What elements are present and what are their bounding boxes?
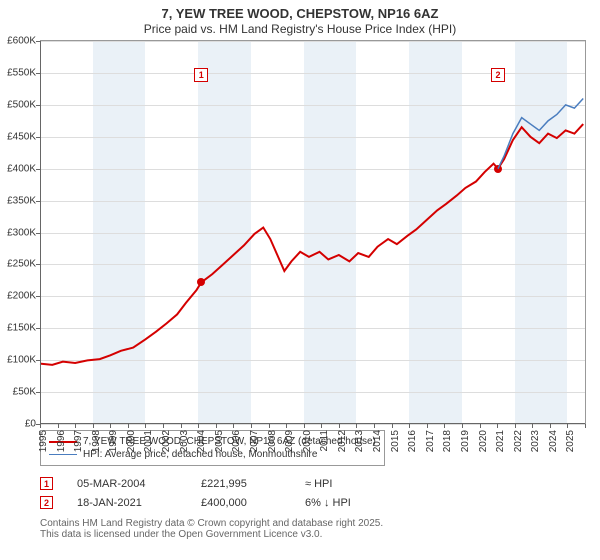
x-axis-label: 2003 [179, 430, 190, 452]
x-tick [251, 424, 252, 428]
price-chart: £0£50K£100K£150K£200K£250K£300K£350K£400… [40, 40, 586, 424]
y-axis-label: £350K [7, 195, 40, 206]
x-tick [216, 424, 217, 428]
x-tick [128, 424, 129, 428]
chart-lines [40, 41, 585, 424]
sale-delta: 6% ↓ HPI [305, 497, 385, 509]
x-axis-label: 2021 [495, 430, 506, 452]
y-axis-label: £200K [7, 291, 40, 302]
x-axis-label: 2016 [407, 430, 418, 452]
sale-number: 2 [40, 496, 53, 509]
x-tick [585, 424, 586, 428]
attribution-footer: Contains HM Land Registry data © Crown c… [40, 518, 560, 540]
x-tick [356, 424, 357, 428]
x-axis-label: 2017 [425, 430, 436, 452]
x-tick [198, 424, 199, 428]
x-tick [321, 424, 322, 428]
sale-row: 105-MAR-2004£221,995≈ HPI [40, 474, 560, 493]
x-axis-label: 2010 [302, 430, 313, 452]
x-tick [286, 424, 287, 428]
sale-delta: ≈ HPI [305, 478, 385, 490]
x-tick [497, 424, 498, 428]
x-tick [269, 424, 270, 428]
y-axis-label: £550K [7, 67, 40, 78]
x-axis-label: 1997 [73, 430, 84, 452]
x-tick [58, 424, 59, 428]
x-axis-label: 2012 [337, 430, 348, 452]
x-tick [339, 424, 340, 428]
y-axis [40, 41, 41, 424]
y-axis-label: £500K [7, 99, 40, 110]
x-tick [181, 424, 182, 428]
legend-swatch [49, 454, 77, 455]
x-tick [532, 424, 533, 428]
x-axis-label: 1998 [91, 430, 102, 452]
series-hpi [498, 98, 583, 168]
x-axis-label: 2024 [548, 430, 559, 452]
x-axis-label: 2007 [249, 430, 260, 452]
x-axis-label: 1996 [56, 430, 67, 452]
y-axis-label: £300K [7, 227, 40, 238]
x-axis-label: 2022 [513, 430, 524, 452]
sale-number: 1 [40, 477, 53, 490]
x-tick [462, 424, 463, 428]
x-axis-label: 2001 [143, 430, 154, 452]
y-axis-label: £450K [7, 131, 40, 142]
x-axis-label: 2005 [214, 430, 225, 452]
x-axis-label: 2013 [354, 430, 365, 452]
x-axis-label: 1999 [108, 430, 119, 452]
x-axis-label: 2009 [284, 430, 295, 452]
x-tick [392, 424, 393, 428]
sale-row: 218-JAN-2021£400,0006% ↓ HPI [40, 493, 560, 512]
x-tick [40, 424, 41, 428]
x-axis-label: 2018 [442, 430, 453, 452]
x-axis-label: 2023 [530, 430, 541, 452]
x-axis [40, 423, 585, 424]
x-tick [550, 424, 551, 428]
x-tick [110, 424, 111, 428]
x-tick [515, 424, 516, 428]
x-tick [374, 424, 375, 428]
sales-table: 105-MAR-2004£221,995≈ HPI218-JAN-2021£40… [40, 474, 560, 512]
y-axis-label: £150K [7, 323, 40, 334]
x-axis-label: 2014 [372, 430, 383, 452]
x-tick [427, 424, 428, 428]
chart-subtitle: Price paid vs. HM Land Registry's House … [0, 22, 600, 36]
x-tick [93, 424, 94, 428]
x-axis-label: 2000 [126, 430, 137, 452]
x-axis-label: 1995 [38, 430, 49, 452]
x-axis-label: 2015 [390, 430, 401, 452]
sale-price: 05-MAR-2004 [77, 478, 177, 490]
y-axis-label: £400K [7, 163, 40, 174]
y-axis-label: £0 [25, 419, 40, 430]
x-axis-label: 2008 [267, 430, 278, 452]
y-axis-label: £50K [13, 387, 40, 398]
x-tick [480, 424, 481, 428]
x-axis-label: 2025 [565, 430, 576, 452]
x-tick [409, 424, 410, 428]
y-axis-label: £250K [7, 259, 40, 270]
x-axis-label: 2002 [161, 430, 172, 452]
chart-title: 7, YEW TREE WOOD, CHEPSTOW, NP16 6AZ [0, 6, 600, 21]
x-tick [75, 424, 76, 428]
x-tick [567, 424, 568, 428]
x-axis-label: 2006 [231, 430, 242, 452]
x-axis-label: 2019 [460, 430, 471, 452]
y-axis-label: £100K [7, 355, 40, 366]
x-axis-label: 2020 [478, 430, 489, 452]
x-axis-label: 2011 [319, 430, 330, 452]
x-axis-label: 2004 [196, 430, 207, 452]
x-tick [444, 424, 445, 428]
sale-price: 18-JAN-2021 [77, 497, 177, 509]
x-tick [145, 424, 146, 428]
x-tick [233, 424, 234, 428]
x-tick [304, 424, 305, 428]
y-axis-label: £600K [7, 36, 40, 47]
x-tick [163, 424, 164, 428]
